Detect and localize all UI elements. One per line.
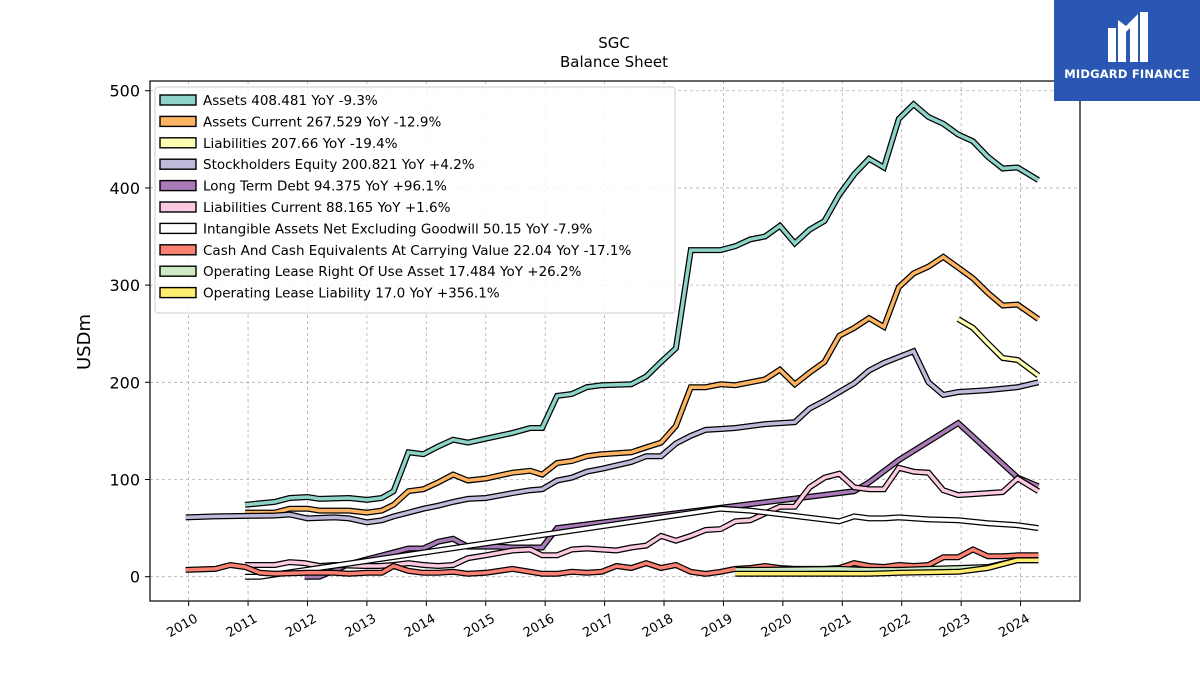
series-stroke: [245, 506, 1039, 579]
legend-label: Stockholders Equity 200.821 YoY +4.2%: [203, 157, 475, 173]
chart-subtitle: Balance Sheet: [560, 53, 668, 71]
series-lines: [185, 100, 1041, 580]
legend-label: Long Term Debt 94.375 YoY +96.1%: [203, 179, 447, 195]
series-line-0: [244, 100, 1040, 508]
y-tick-label: 300: [109, 276, 140, 295]
legend: Assets 408.481 YoY -9.3% Assets Current 2…: [154, 86, 676, 314]
x-tick-label: 2011: [224, 611, 260, 641]
x-tick-label: 2024: [996, 611, 1032, 641]
x-tick-label: 2020: [759, 611, 795, 641]
series-line-7: [185, 546, 1039, 577]
series-stroke: [185, 348, 1039, 525]
chart-title: SGC: [598, 34, 630, 52]
legend-swatch: [159, 179, 197, 192]
legend-swatch: [159, 286, 197, 299]
x-tick-label: 2022: [878, 611, 914, 641]
series-line-6: [245, 505, 1039, 580]
legend-swatch: [159, 94, 197, 106]
legend-label: Assets Current 267.529 YoY -12.9%: [203, 114, 442, 130]
x-tick-label: 2010: [164, 611, 200, 641]
series-stroke: [245, 254, 1040, 515]
legend-swatch: [159, 222, 197, 235]
legend-swatch: [159, 244, 197, 256]
y-axis-ticks: 0 100 200 300 400 500: [109, 82, 150, 587]
plot-frame: [149, 80, 1081, 602]
y-tick-label: 500: [109, 82, 140, 101]
legend-swatch: [159, 158, 197, 170]
y-tick-label: 100: [109, 471, 140, 490]
legend-label: Cash And Cash Equivalents At Carrying Va…: [203, 243, 631, 259]
x-tick-label: 2019: [699, 611, 735, 641]
legend-label: Operating Lease Liability 17.0 YoY +356.…: [203, 286, 500, 302]
series-line-9: [735, 557, 1039, 577]
series-line-1: [245, 253, 1041, 516]
y-tick-label: 0: [130, 568, 140, 587]
legend-label: Liabilities Current 88.165 YoY +1.6%: [203, 200, 451, 216]
y-tick-label: 200: [109, 373, 140, 392]
x-tick-label: 2018: [640, 611, 676, 641]
brand-name: MIDGARD FINANCE: [1064, 67, 1190, 81]
x-tick-label: 2021: [818, 611, 854, 641]
series-stroke: [957, 317, 1040, 377]
legend-swatch: [159, 265, 197, 277]
legend-swatch: [159, 137, 197, 149]
midgard-logo-icon: [1108, 12, 1148, 62]
y-axis-label: USDm: [74, 314, 95, 370]
legend-label: Intangible Assets Net Excluding Goodwill…: [203, 221, 593, 237]
series-line-3: [185, 347, 1040, 526]
x-axis-ticks: 2010 2011 2012 2013 2014 2015 2016 2017 2018 2019…: [164, 601, 1033, 641]
x-tick-label: 2015: [462, 611, 498, 641]
x-tick-label: 2016: [521, 611, 557, 641]
series-stroke: [244, 101, 1040, 507]
legend-swatch: [159, 115, 197, 128]
x-tick-label: 2023: [937, 611, 973, 641]
series-stroke: [735, 558, 1039, 576]
legend-label: Operating Lease Right Of Use Asset 17.48…: [203, 264, 582, 280]
y-tick-label: 400: [109, 179, 140, 198]
legend-label: Assets 408.481 YoY -9.3%: [203, 93, 378, 109]
x-tick-label: 2014: [402, 611, 438, 641]
x-tick-label: 2017: [580, 611, 616, 641]
series-stroke: [185, 547, 1039, 576]
legend-box: [154, 86, 676, 314]
x-tick-label: 2012: [283, 611, 319, 641]
legend-label: Liabilities 207.66 YoY -19.4%: [203, 136, 398, 152]
series-line-2: [956, 316, 1041, 378]
legend-swatch: [159, 201, 197, 213]
brand-logo: MIDGARD FINANCE: [1054, 0, 1200, 101]
x-tick-label: 2013: [343, 611, 379, 641]
